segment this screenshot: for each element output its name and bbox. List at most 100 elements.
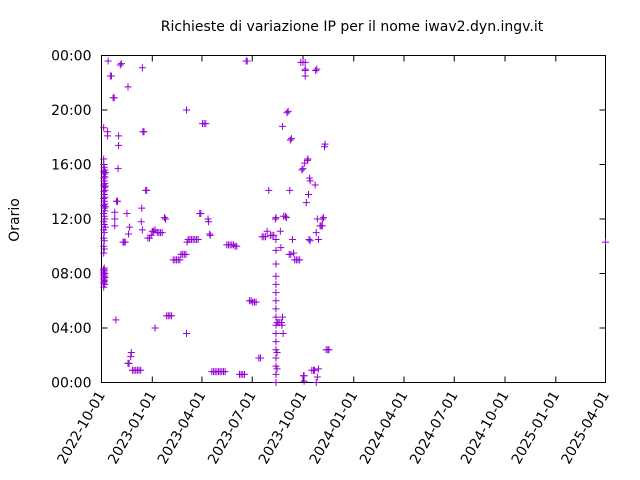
data-point [286,186,294,194]
data-point [127,353,135,361]
y-tick-label: 12:00 [51,212,91,228]
data-point [229,241,237,249]
data-point [256,354,264,362]
data-point [602,238,609,246]
data-point [138,226,146,234]
data-point [312,66,320,74]
data-point [111,208,119,216]
data-point [300,372,308,380]
data-point [321,140,329,148]
data-point [298,166,306,174]
x-tick-label: 2023-07-01 [205,389,260,467]
data-point [104,132,112,140]
data-point [302,199,310,207]
data-point [100,249,108,257]
data-point [279,122,287,130]
data-point [286,136,294,144]
data-point [319,214,327,222]
data-point [277,244,285,252]
data-point [272,272,280,280]
data-point [289,235,297,243]
data-point [100,124,108,132]
data-point [273,349,281,357]
x-tick-label: 2023-01-01 [105,389,160,467]
data-point [221,368,229,376]
data-point [281,212,289,220]
data-point [206,230,214,238]
data-point [125,359,133,367]
y-tick-label: 04:00 [51,321,91,337]
data-point [123,210,131,218]
data-point [272,235,280,243]
data-point [115,132,123,140]
data-point [312,229,320,237]
data-point [137,218,145,226]
data-point [290,249,298,257]
y-tick-label: 08:00 [51,267,91,283]
data-point [272,329,280,337]
data-point [182,250,190,258]
data-point [107,72,115,80]
data-point [100,155,108,163]
data-point [283,109,291,117]
data-point [252,298,260,306]
data-point [117,60,125,68]
data-point [284,107,292,115]
data-point [306,237,314,245]
data-point [205,218,213,226]
data-point [101,193,109,201]
x-tick-label: 2025-04-01 [558,389,613,467]
data-point [183,106,191,114]
y-tick-labels: 00:00 04:00 08:00 12:00 16:00 20:00 00:00 [51,49,91,392]
data-point [138,64,146,72]
data-point [100,237,108,245]
data-point [100,265,108,273]
data-point [311,366,319,374]
y-tick-label: 20:00 [51,103,91,119]
data-point [318,215,326,223]
data-point [101,215,109,223]
data-point [270,231,278,239]
data-point [272,297,280,305]
x-tick-label: 2022-10-01 [54,389,109,467]
data-point [149,227,157,235]
data-point [125,230,133,238]
data-point [314,365,322,373]
data-point [303,156,311,164]
data-point [147,231,155,239]
data-point [299,165,307,173]
data-point [115,141,123,149]
data-point [197,210,205,218]
data-point [272,289,280,297]
data-point [112,316,120,324]
data-point [272,246,280,254]
data-point [206,231,214,239]
data-point [100,264,108,272]
data-point [101,186,109,194]
data-point [313,65,321,73]
chart-title: Richieste di variazione IP per il nome i… [161,19,544,35]
x-tick-label: 2023-04-01 [155,389,210,467]
data-point [111,222,119,230]
data-point [247,297,255,305]
data-point [301,65,309,73]
data-point [162,215,170,223]
data-point [325,346,333,354]
data-point [143,186,151,194]
data-point [272,379,280,386]
data-point [114,165,122,173]
x-tick-label: 2024-04-01 [357,389,412,467]
data-point [313,373,321,381]
data-point [318,222,326,230]
data-point [301,58,309,66]
data-point [312,379,320,386]
data-point [276,227,284,235]
data-point [296,256,304,264]
data-point [100,245,108,253]
data-point [305,235,313,243]
data-point [265,186,273,194]
x-tick-label: 2024-10-01 [458,389,513,467]
data-points [100,57,609,386]
data-point [233,242,241,250]
